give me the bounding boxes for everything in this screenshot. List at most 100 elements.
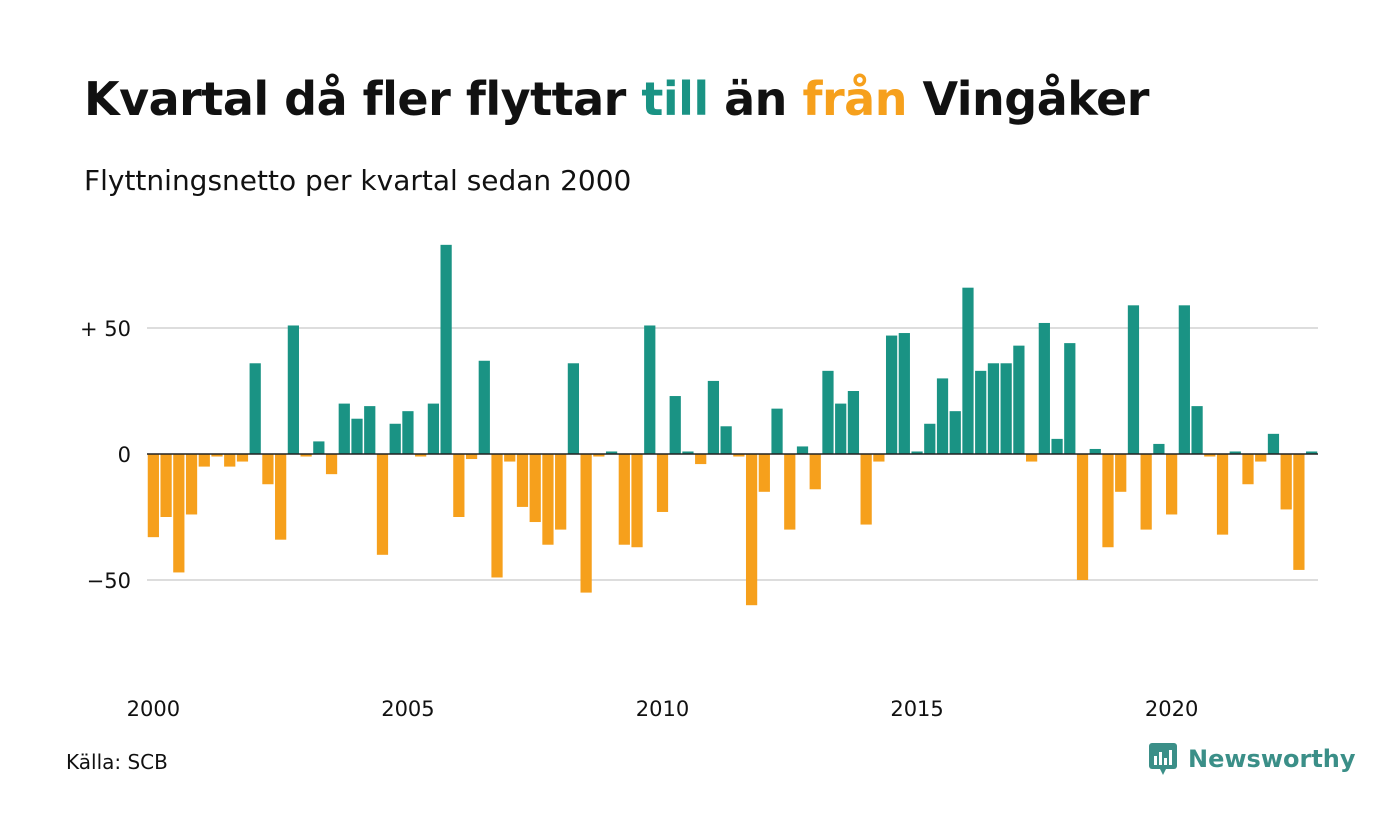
bar (733, 454, 745, 457)
bar (351, 418, 363, 454)
bar (1267, 433, 1280, 454)
bar (338, 403, 350, 454)
bar (809, 454, 821, 490)
bar (1038, 322, 1050, 454)
grid-lines (147, 327, 1318, 581)
bar (478, 360, 490, 454)
bar (555, 454, 567, 530)
bar (147, 454, 159, 538)
bar (262, 454, 274, 485)
title-part-3: Vingåker (906, 72, 1149, 126)
bar (924, 423, 936, 454)
bar (835, 403, 847, 454)
bar (1102, 454, 1114, 548)
bar (784, 454, 796, 530)
bar (173, 454, 185, 573)
bar (1013, 345, 1025, 454)
bar (1242, 454, 1254, 485)
x-tick-label: 2020 (1145, 697, 1198, 721)
bar (656, 454, 669, 512)
bar (275, 454, 287, 540)
bar (504, 454, 516, 462)
y-tick-label: + 50 (80, 317, 131, 341)
bar (1306, 451, 1318, 454)
bar (300, 454, 312, 457)
bar (593, 454, 605, 457)
bar (211, 454, 223, 457)
bar (580, 454, 592, 593)
bar (427, 403, 439, 454)
bar (1089, 448, 1101, 454)
bar (1127, 305, 1140, 454)
bar (491, 454, 503, 578)
bars (147, 244, 1318, 606)
bar (1255, 454, 1267, 462)
bar (822, 370, 834, 454)
title-fran: från (802, 72, 907, 126)
bar (771, 408, 783, 454)
bar (618, 454, 630, 545)
x-tick-labels: 2000 2005 2010 2015 2020 (127, 697, 1199, 721)
bar (453, 454, 465, 517)
newsworthy-logo-icon (1149, 743, 1177, 775)
bar (1178, 305, 1190, 454)
bar (949, 411, 961, 454)
chart-title: Kvartal då fler flyttar till än från Vin… (84, 72, 1149, 126)
bar (669, 396, 681, 454)
bar (695, 454, 707, 465)
bar (885, 335, 898, 454)
brand-logo: Newsworthy (1148, 742, 1356, 776)
bar (516, 454, 529, 507)
bar (605, 451, 618, 454)
bar (364, 406, 376, 454)
bar (1076, 454, 1089, 580)
bar (1140, 454, 1152, 530)
title-part-1: Kvartal då fler flyttar (84, 72, 642, 126)
bar (1166, 454, 1178, 515)
bar (224, 454, 236, 467)
bar (745, 454, 758, 606)
y-tick-label: 0 (118, 443, 131, 467)
bar (631, 454, 643, 548)
bar (313, 441, 325, 454)
bar (440, 244, 452, 454)
bar (185, 454, 198, 515)
bar (198, 454, 210, 467)
bar (1000, 363, 1012, 454)
bar (720, 426, 732, 454)
bar (758, 454, 770, 492)
x-tick-label: 2000 (127, 697, 180, 721)
bar (1216, 454, 1229, 535)
brand-name: Newsworthy (1188, 745, 1356, 773)
bar (1191, 406, 1203, 454)
title-till: till (641, 72, 709, 126)
bar (325, 454, 338, 475)
bar (160, 454, 172, 517)
bar (1280, 454, 1292, 510)
bar (376, 454, 389, 555)
bar (402, 411, 414, 454)
bar (682, 451, 694, 454)
bar (389, 423, 401, 454)
bar (1293, 454, 1305, 570)
x-tick-label: 2015 (890, 697, 943, 721)
bar (529, 454, 541, 523)
bar (962, 287, 974, 454)
bar (898, 333, 910, 454)
bar (1229, 451, 1241, 454)
bar (1051, 438, 1063, 454)
bar (847, 391, 860, 454)
y-tick-label: −50 (87, 569, 131, 593)
bar (936, 378, 949, 454)
bar (249, 363, 261, 454)
bar (644, 325, 656, 454)
bar (911, 451, 923, 454)
bar (975, 370, 987, 454)
bar (542, 454, 554, 545)
bar (707, 380, 720, 454)
bar (1115, 454, 1127, 492)
bar (860, 454, 872, 525)
bar (415, 454, 427, 457)
bar (1064, 343, 1076, 454)
